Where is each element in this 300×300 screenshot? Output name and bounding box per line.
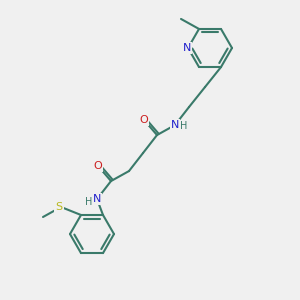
Text: N: N [183, 43, 191, 53]
Text: N: N [93, 194, 101, 204]
Text: N: N [171, 120, 179, 130]
Text: O: O [140, 115, 148, 125]
Text: S: S [56, 202, 63, 212]
Text: H: H [85, 197, 93, 207]
Text: O: O [94, 161, 102, 171]
Text: H: H [180, 121, 188, 131]
